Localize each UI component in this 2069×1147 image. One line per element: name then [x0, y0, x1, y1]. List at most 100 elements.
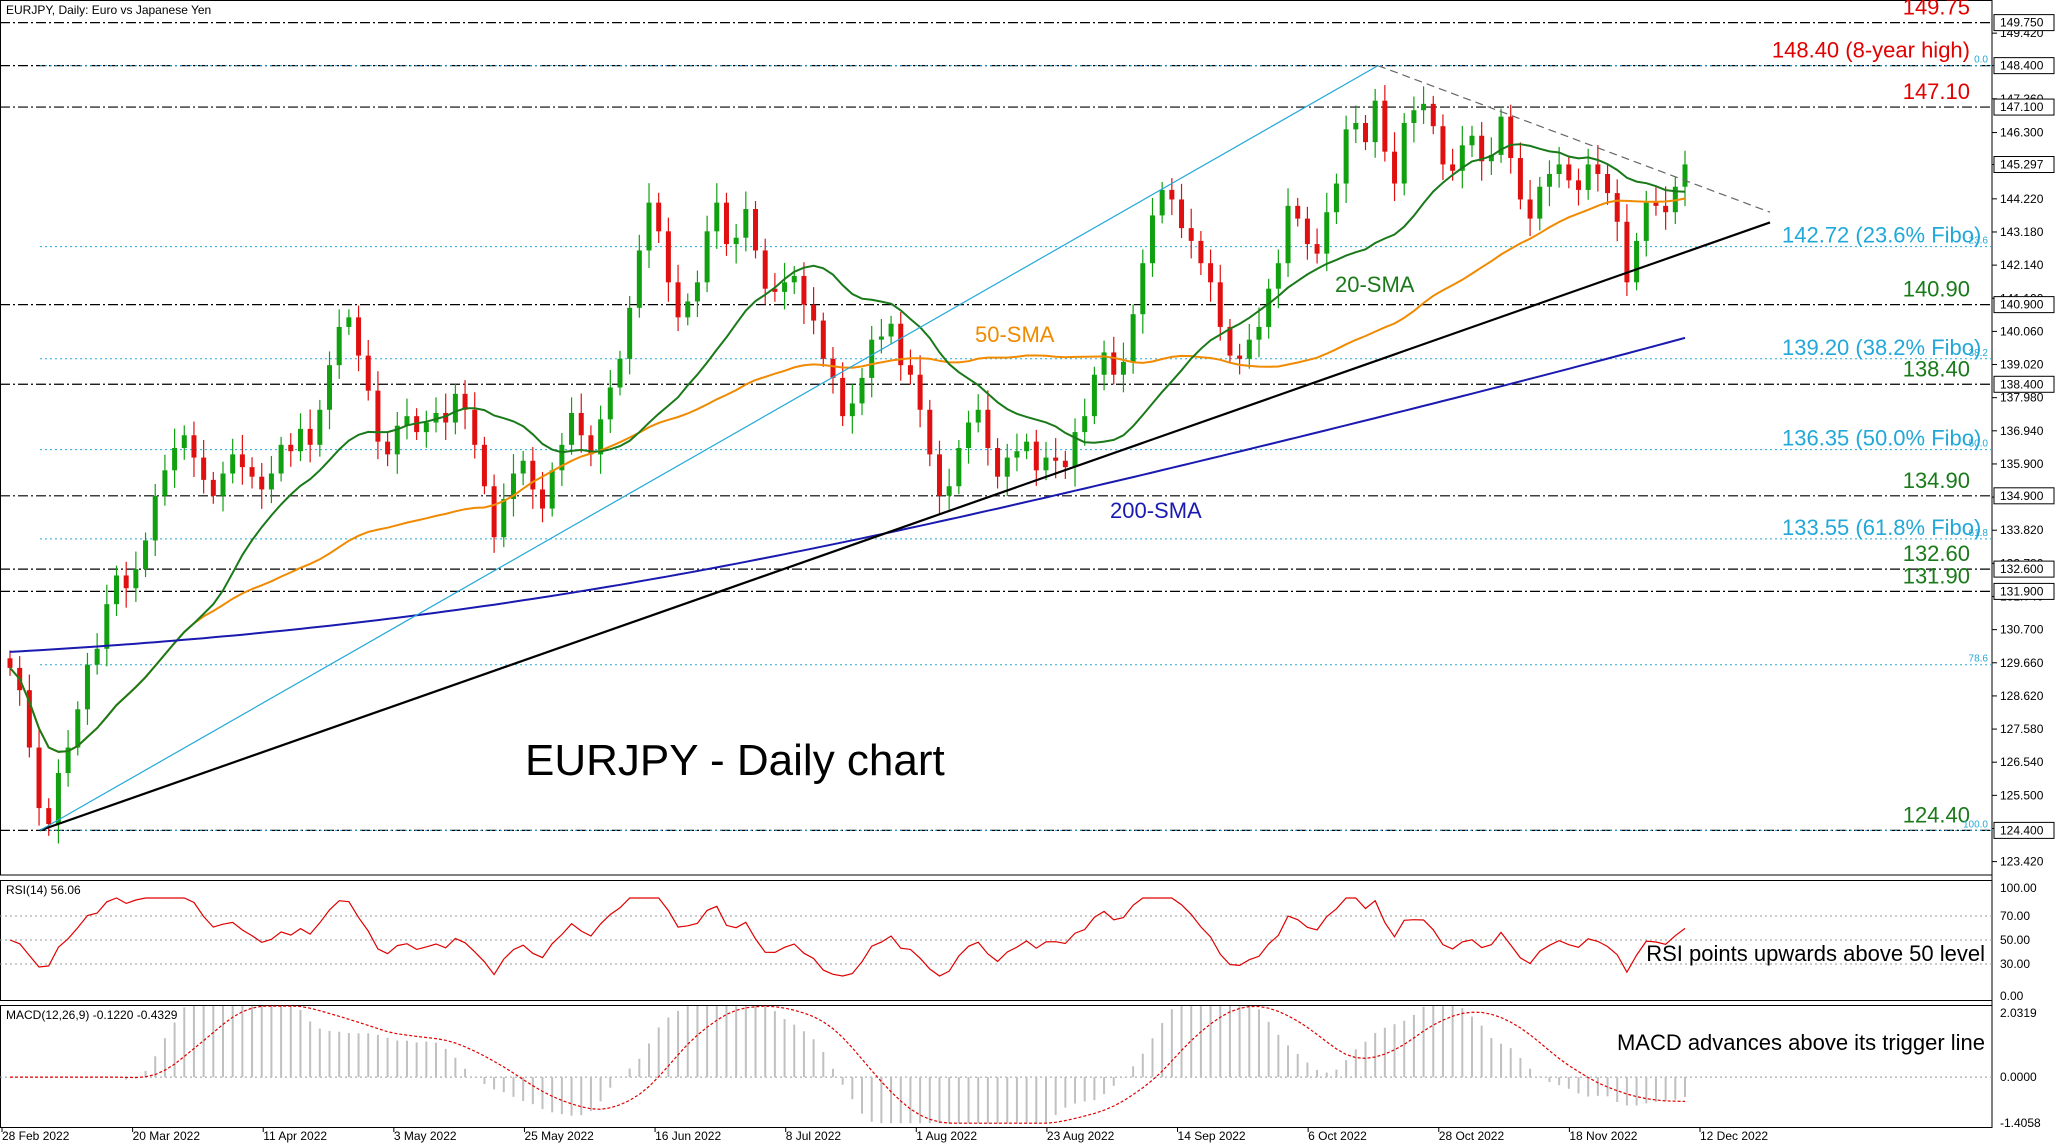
candle-body	[1382, 100, 1388, 152]
candle-body	[782, 282, 788, 292]
candle-body	[230, 454, 236, 474]
candle-body	[1285, 205, 1291, 264]
candle-body	[268, 473, 274, 490]
price-level-box-label: 149.750	[2000, 16, 2044, 30]
candle-body	[685, 301, 691, 318]
symbol-line: EURJPY, Daily: Euro vs Japanese Yen	[6, 3, 211, 17]
candle-body	[1469, 135, 1475, 146]
candle-body	[723, 202, 729, 245]
date-axis: 28 Feb 2022 20 Mar 2022 11 Apr 2022 3 May 2…	[1, 1127, 1768, 1143]
price-tick-label: 146.300	[2000, 126, 2044, 140]
candle-body	[1353, 122, 1359, 130]
candle-body	[956, 448, 962, 487]
fibo-anchor-line	[39, 65, 1379, 831]
macd-signal-line	[10, 1005, 1686, 1124]
level-label: 131.90	[1903, 563, 1970, 588]
candle-body	[1575, 180, 1581, 190]
candle-body	[733, 237, 739, 245]
candle-body	[811, 304, 817, 321]
candle-body	[743, 209, 749, 238]
candle-body	[936, 454, 942, 496]
candle-body	[1440, 126, 1446, 165]
candle-body	[1372, 100, 1378, 143]
candle-body	[656, 202, 662, 232]
candle-body	[772, 288, 778, 292]
level-label: 140.90	[1903, 277, 1970, 302]
level-label: 147.10	[1903, 79, 1970, 104]
candle-body	[520, 460, 526, 474]
macd-tick-label: 2.0319	[2000, 1006, 2037, 1020]
candle-body	[1508, 116, 1514, 159]
candle-body	[133, 569, 139, 589]
candle-body	[1149, 215, 1155, 264]
candle-body	[878, 336, 884, 340]
candle-body	[1179, 199, 1185, 229]
candle-body	[443, 412, 449, 423]
macd-histogram	[125, 1006, 1686, 1124]
price-tick-label: 123.420	[2000, 855, 2044, 869]
candle-body	[1072, 432, 1078, 468]
candle-body	[1595, 164, 1601, 174]
rsi-tick-label: 50.00	[2000, 933, 2030, 947]
candle-body	[1614, 193, 1620, 222]
date-tick-label: 20 Mar 2022	[133, 1129, 201, 1143]
date-tick-label: 8 Jul 2022	[786, 1129, 842, 1143]
candle-body	[462, 393, 468, 410]
candle-body	[714, 202, 720, 232]
candle-body	[1624, 221, 1630, 283]
candle-body	[1043, 457, 1049, 471]
fibo-pct: 38.2	[1969, 348, 1989, 359]
candle-body	[1091, 374, 1097, 417]
price-axis: 149.420148.400147.360146.300145.297144.2…	[1992, 14, 2055, 869]
candle-body	[1198, 240, 1204, 264]
price-tick-label: 137.980	[2000, 391, 2044, 405]
candle-body	[578, 412, 584, 436]
candle-body	[249, 467, 255, 477]
fibo-pct: 78.6	[1969, 654, 1989, 665]
candle-body	[65, 747, 71, 774]
date-tick-label: 16 Jun 2022	[655, 1129, 721, 1143]
price-level-box	[1993, 375, 2055, 393]
price-level-box	[1993, 560, 2055, 578]
candle-body	[1459, 145, 1465, 171]
date-tick-label: 28 Feb 2022	[2, 1129, 70, 1143]
price-level-box-label: 132.600	[2000, 562, 2044, 576]
candle-body	[84, 664, 90, 710]
candle-body	[1546, 173, 1552, 187]
candle-body	[1498, 116, 1504, 155]
candle-body	[385, 441, 391, 455]
candle-body	[907, 365, 913, 375]
candle-body	[346, 317, 352, 327]
price-tick-label: 125.500	[2000, 788, 2044, 802]
price-level-box-label: 124.400	[2000, 823, 2044, 837]
price-level-box	[1993, 821, 2055, 839]
candle-body	[104, 604, 110, 649]
candle-body	[1024, 441, 1030, 452]
sma-50-line	[9, 197, 1686, 753]
candle-body	[830, 358, 836, 378]
candle-body	[239, 454, 245, 468]
candle-body	[278, 444, 284, 474]
price-level-box-label: 148.400	[2000, 59, 2044, 73]
candle-body	[7, 658, 13, 668]
horizontal-levels: 149.75 148.40 (8-year high) 147.10 140.90 13…	[0, 0, 1992, 831]
candle-body	[394, 425, 400, 455]
candle-body	[1401, 122, 1407, 184]
price-level-box	[1993, 156, 2055, 174]
candle-body	[191, 435, 197, 458]
price-tick-label: 127.580	[2000, 722, 2044, 736]
candle-body	[820, 320, 826, 359]
price-tick-label: 135.900	[2000, 457, 2044, 471]
candle-body	[1304, 218, 1310, 245]
candle-body	[1237, 355, 1243, 359]
candle-body	[501, 498, 507, 538]
macd-panel-frame	[0, 1005, 1993, 1128]
candle-body	[143, 540, 149, 570]
candle-body	[675, 282, 681, 318]
candle-body	[559, 444, 565, 471]
price-level-box	[1993, 98, 2055, 116]
candle-body	[327, 365, 333, 410]
candle-body	[617, 358, 623, 388]
candle-body	[423, 422, 429, 433]
